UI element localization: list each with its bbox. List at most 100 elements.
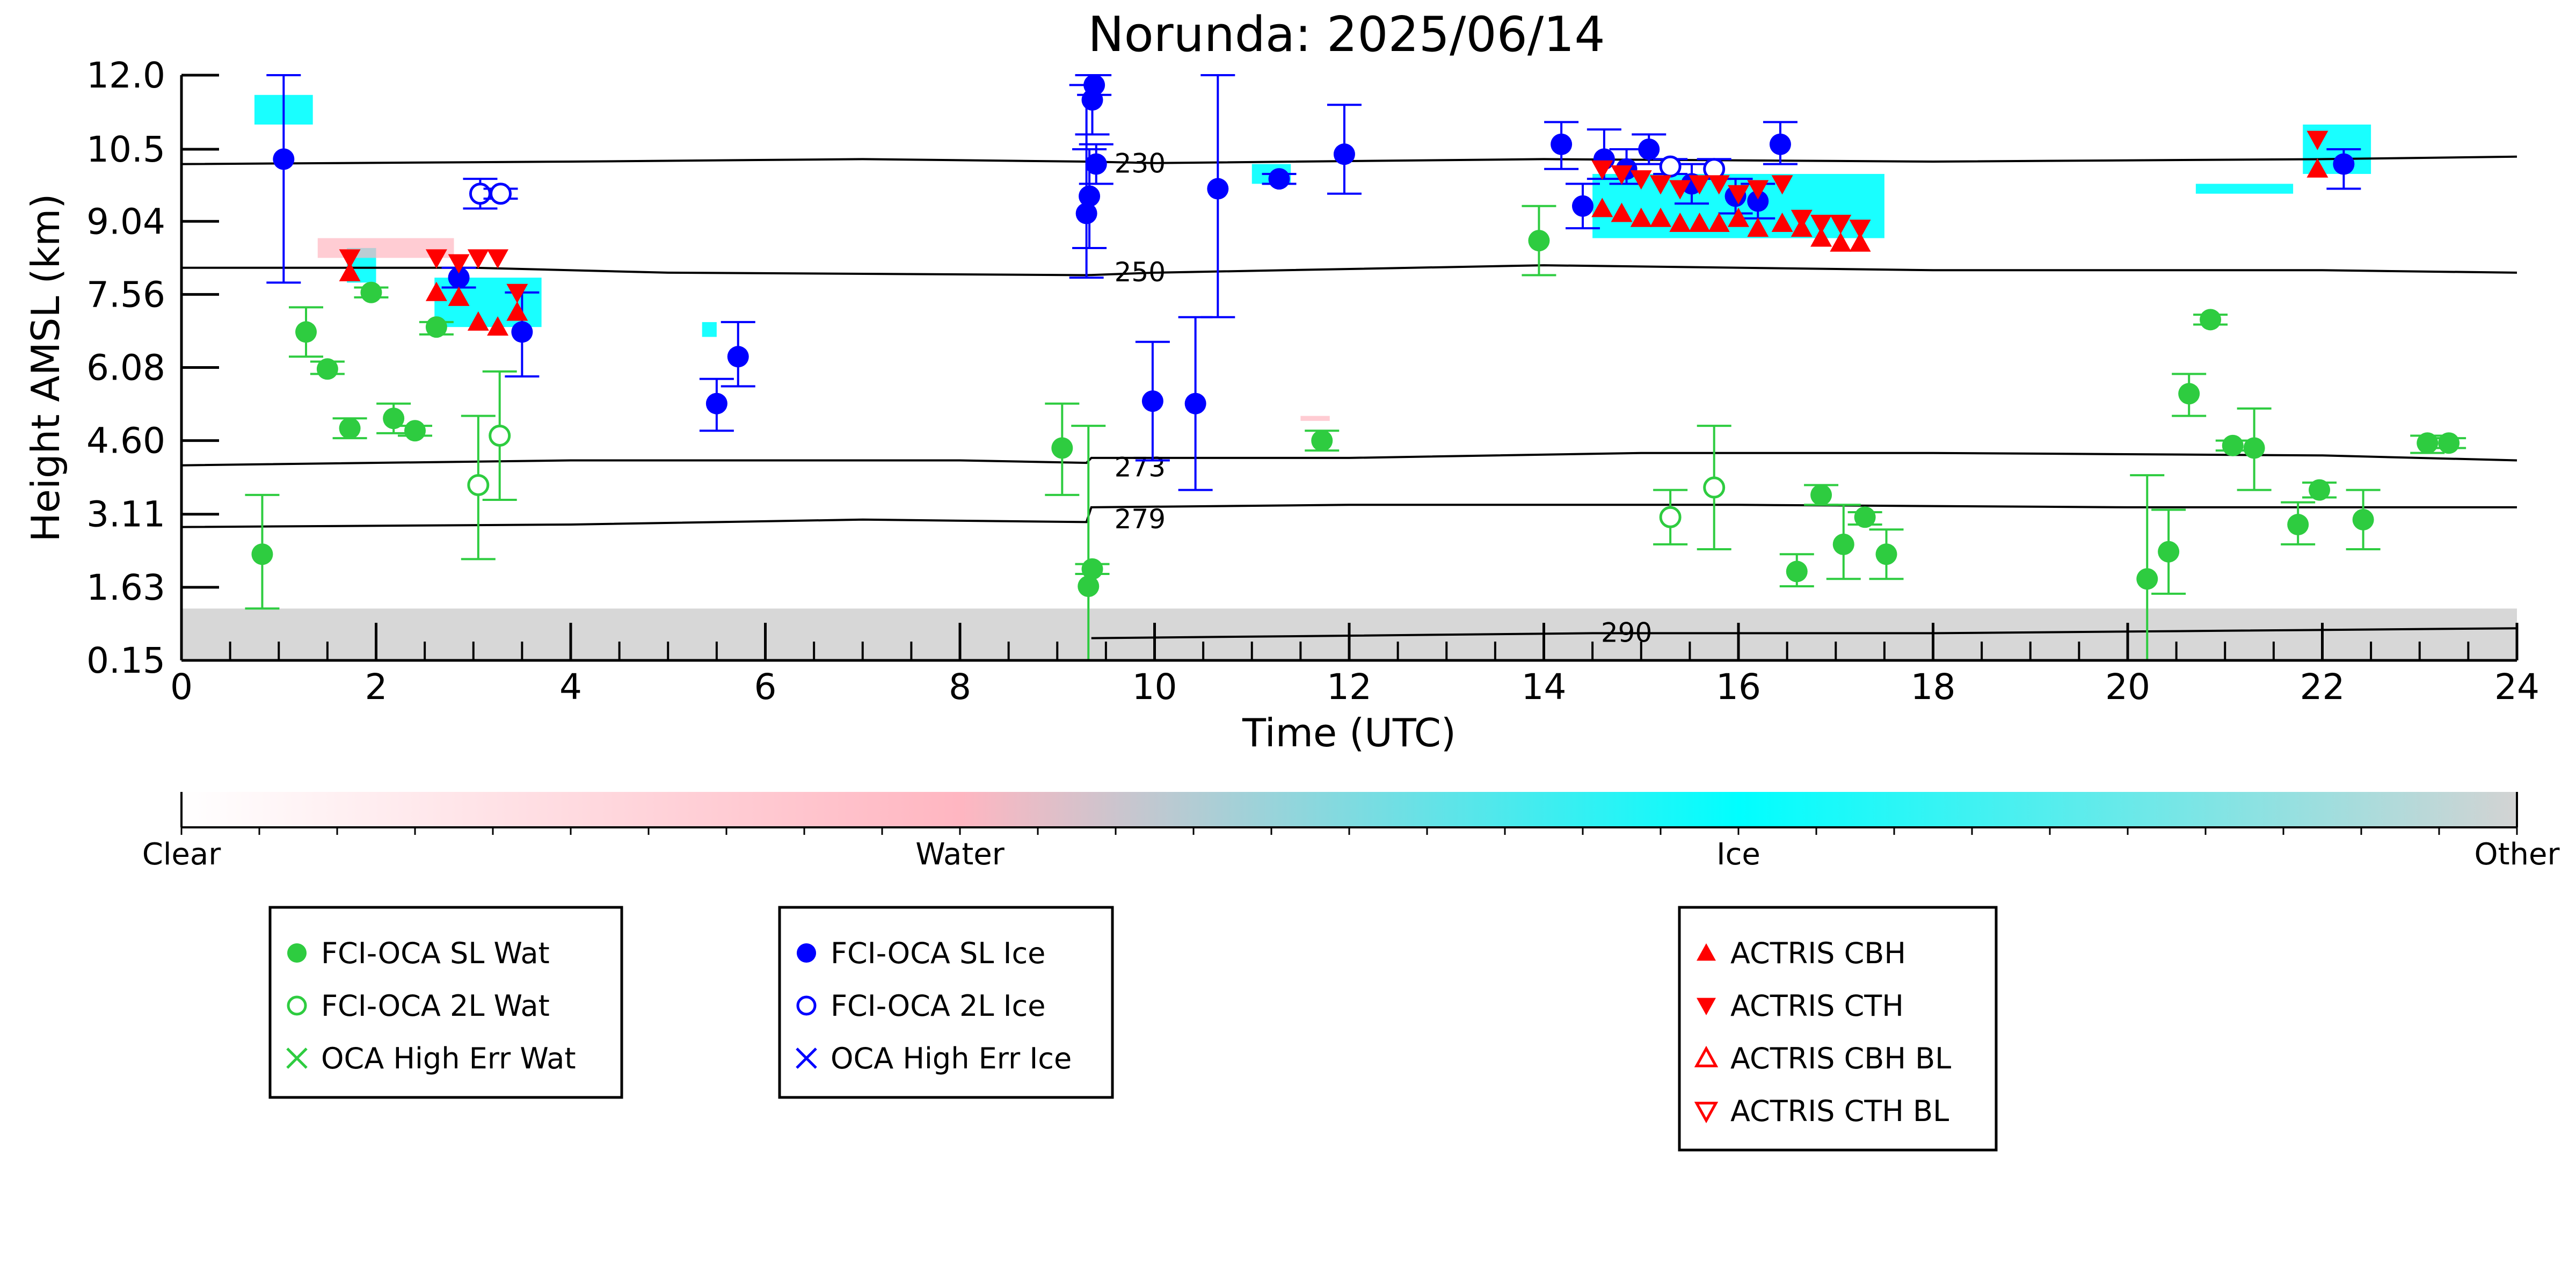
legend-marker-actris-cbh: [1697, 943, 1716, 961]
legend-marker-actris-cth-bl: [1694, 1102, 1719, 1124]
point-fci-oca-sl-wat-7: [425, 316, 447, 338]
colorbar: Clear Water Ice Other: [142, 792, 2560, 872]
point-actris-cbh-8: [1630, 207, 1652, 227]
point-fci-oca-sl-ice-24: [2333, 153, 2355, 175]
point-fci-oca-sl-wat-11: [1311, 430, 1333, 452]
y-tick-label-1.63: 1.63: [86, 567, 165, 608]
point-actris-cbh-14: [1747, 217, 1769, 237]
legend-label-fci-oca-2l-ice: FCI-OCA 2L Ice: [831, 989, 1045, 1023]
x-tick-label-22: 22: [2300, 666, 2345, 708]
legend-box-3: ACTRIS CBH ACTRIS CTH ACTRIS CBH BL ACTRIS …: [1678, 906, 1998, 1152]
point-fci-oca-sl-wat-13: [1786, 561, 1808, 583]
point-fci-oca-sl-wat-12: [1528, 230, 1550, 252]
x-tick-label-6: 6: [754, 666, 777, 708]
legends: FCI-OCA SL Wat FCI-OCA 2L Wat OCA High Err…: [268, 906, 1998, 1152]
point-fci-oca-sl-wat-2: [316, 358, 338, 380]
colorbar-label-water: Water: [915, 837, 1005, 872]
y-axis-label: Height AMSL (km): [23, 194, 68, 542]
point-actris-cbh-17: [1810, 227, 1832, 247]
legend-marker-oca-high-err-ice: [796, 1047, 817, 1069]
point-actris-cth-8: [1630, 170, 1652, 190]
legend-label-actris-cbh: ACTRIS CBH: [1730, 936, 1906, 970]
point-fci-oca-sl-wat-4: [360, 281, 382, 303]
legend-marker-fci-oca-sl-wat: [287, 943, 307, 963]
point-fci-oca-sl-wat-15: [1832, 533, 1854, 555]
x-tick-label-10: 10: [1132, 666, 1177, 708]
legend-frame: [268, 906, 623, 1099]
legend-frame: [778, 906, 1114, 1099]
series-actris-cth: [339, 130, 2328, 303]
colorbar-label-clear: Clear: [142, 837, 221, 872]
point-fci-oca-sl-wat-10: [1081, 558, 1103, 580]
legend-marker-fci-oca-2l-wat: [287, 995, 307, 1016]
point-fci-oca-sl-wat-21: [2200, 309, 2222, 331]
point-fci-oca-sl-ice-19: [1638, 138, 1660, 160]
y-tick-label-9.04: 9.04: [86, 201, 165, 242]
point-actris-cth-5: [506, 283, 528, 303]
series-fci-oca-2l-ice: [463, 155, 1731, 210]
y-tick-label-0.15: 0.15: [86, 640, 165, 681]
point-actris-cth-1: [425, 249, 447, 269]
point-actris-cth-14: [1747, 180, 1769, 200]
point-actris-cbh-18: [1830, 232, 1852, 252]
point-fci-oca-sl-ice-5: [1075, 202, 1097, 224]
x-tick-label-24: 24: [2494, 666, 2539, 708]
series-fci-oca-sl-ice: [266, 74, 2361, 491]
point-fci-oca-sl-ice-1: [448, 267, 470, 289]
point-fci-oca-2l-wat-2: [1659, 506, 1682, 528]
colorbar-labels: Clear Water Ice Other: [142, 792, 2560, 872]
series-actris-cbh: [339, 158, 2328, 336]
legend-label-oca-high-err-wat: OCA High Err Wat: [321, 1042, 576, 1075]
legend-label-fci-oca-2l-wat: FCI-OCA 2L Wat: [321, 989, 550, 1023]
point-fci-oca-sl-ice-9: [1085, 153, 1107, 175]
point-fci-oca-sl-wat-3: [339, 417, 361, 439]
point-fci-oca-sl-ice-4: [727, 346, 749, 368]
point-actris-cbh-11: [1689, 212, 1711, 232]
legend-label-actris-cth-bl: ACTRIS CTH BL: [1730, 1094, 1949, 1128]
point-fci-oca-sl-ice-6: [1079, 185, 1101, 207]
classification-layer: [181, 94, 2517, 660]
region-ice-6: [2195, 184, 2294, 194]
series-fci-oca-2l-wat: [461, 370, 1731, 561]
point-fci-oca-sl-wat-1: [295, 321, 317, 343]
isotherm-279: [181, 504, 2517, 528]
isotherm-label-250: 250: [1115, 257, 1166, 288]
chart-title: Norunda: 2025/06/14: [1088, 6, 1605, 63]
x-tick-label-0: 0: [170, 666, 193, 708]
point-actris-cbh-15: [1771, 212, 1793, 232]
point-fci-oca-sl-wat-9: [1078, 576, 1100, 598]
y-tick-label-4.60: 4.60: [86, 420, 165, 462]
x-tick-label-2: 2: [365, 666, 388, 708]
point-fci-oca-sl-wat-0: [251, 543, 273, 565]
x-tick-label-20: 20: [2105, 666, 2150, 708]
point-fci-oca-sl-wat-22: [2222, 434, 2244, 456]
point-fci-oca-2l-wat-3: [1703, 476, 1726, 499]
legend-box-1: FCI-OCA SL Wat FCI-OCA 2L Wat OCA High Err…: [268, 906, 623, 1099]
point-fci-oca-sl-ice-2: [511, 321, 533, 343]
point-actris-cth-2: [448, 254, 470, 274]
y-tick-label-12.0: 12.0: [86, 55, 165, 96]
point-fci-oca-sl-ice-3: [705, 392, 727, 414]
colorbar-gradient: [181, 792, 2517, 827]
point-fci-oca-sl-wat-16: [1854, 506, 1876, 528]
point-actris-cth-0: [339, 249, 361, 269]
x-tick-label-4: 4: [559, 666, 582, 708]
point-fci-oca-2l-wat-1: [489, 424, 511, 447]
point-fci-oca-sl-wat-14: [1810, 484, 1832, 506]
y-ticks: 0.15 1.63 3.11 4.60 6.08 7.56 9.04 10.5 12.0: [86, 55, 219, 681]
legend-marker-fci-oca-2l-ice: [796, 995, 817, 1016]
point-fci-oca-sl-wat-26: [2352, 508, 2374, 530]
region-ice-3: [702, 322, 717, 337]
point-actris-cth-6: [1591, 160, 1613, 180]
point-actris-cth-7: [1611, 165, 1633, 185]
point-actris-cth-3: [467, 249, 489, 269]
point-fci-oca-sl-ice-22: [1747, 190, 1769, 212]
point-fci-oca-sl-ice-8: [1083, 74, 1105, 96]
legend-marker-actris-cbh-bl: [1694, 1045, 1719, 1067]
isotherm-290: [1091, 627, 2517, 639]
point-actris-cth-12: [1708, 175, 1730, 195]
legend-label-fci-oca-sl-ice: FCI-OCA SL Ice: [831, 936, 1045, 970]
point-actris-cbh-3: [467, 311, 489, 331]
point-actris-cth-17: [1810, 214, 1832, 234]
